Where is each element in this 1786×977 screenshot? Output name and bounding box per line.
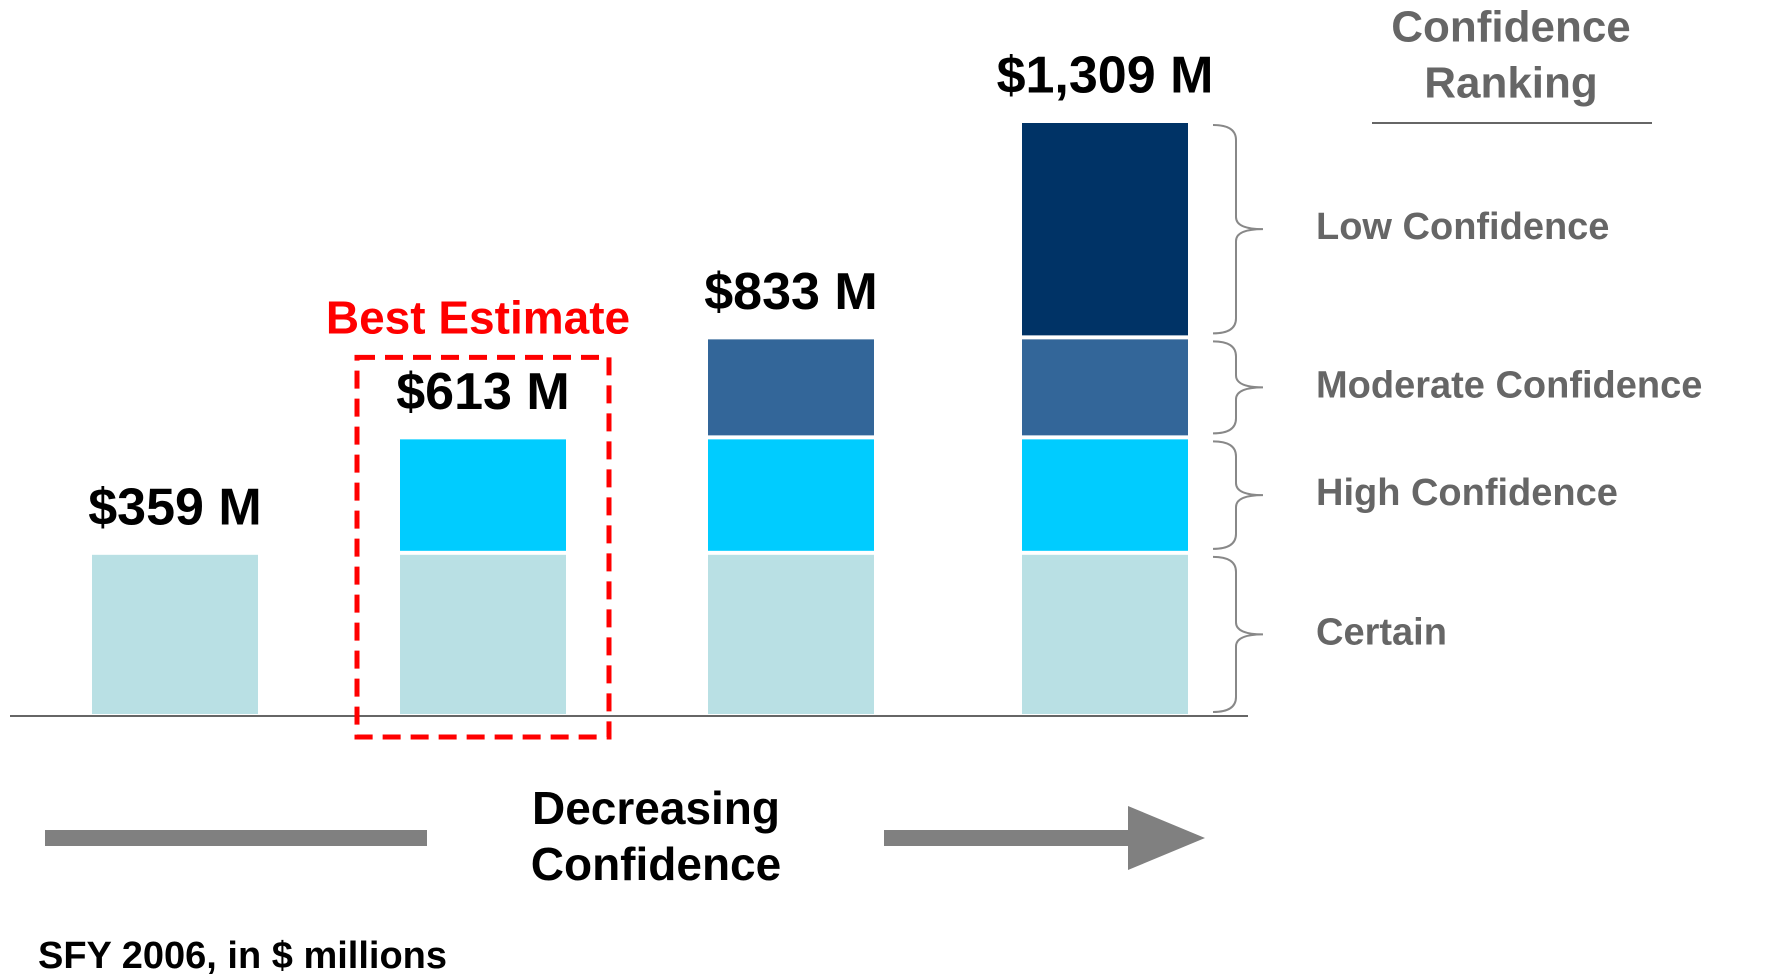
bar-segment xyxy=(1022,554,1188,714)
legend-title: Confidence xyxy=(1391,3,1631,52)
legend-entry: Certain xyxy=(1316,611,1447,653)
bar-segment xyxy=(708,439,874,551)
bar-segment xyxy=(1022,123,1188,336)
brace xyxy=(1212,124,1264,335)
total-label: $833 M xyxy=(704,263,877,321)
brace xyxy=(1212,340,1264,435)
arrow-tail xyxy=(45,830,427,846)
arrow-shaft xyxy=(884,830,1130,846)
total-label: $613 M xyxy=(396,363,569,421)
annotation: Best Estimate xyxy=(326,292,630,344)
total-label: $1,309 M xyxy=(997,47,1214,105)
legend-title: Ranking xyxy=(1424,59,1598,108)
brace xyxy=(1212,555,1264,713)
legend-entry: Low Confidence xyxy=(1316,206,1609,248)
bar-segment xyxy=(400,439,566,551)
x-label: Confidence xyxy=(531,838,781,890)
legend-entry: High Confidence xyxy=(1316,472,1618,514)
bar-segment xyxy=(1022,439,1188,551)
bar-segment xyxy=(708,339,874,436)
x-label: Decreasing xyxy=(532,782,780,834)
bar-segment xyxy=(400,554,566,714)
footnote: SFY 2006, in $ millions xyxy=(38,935,447,977)
bar-segment xyxy=(1022,339,1188,436)
arrow-head xyxy=(1128,806,1205,870)
bar-segment xyxy=(708,554,874,714)
brace xyxy=(1212,440,1264,550)
total-label: $359 M xyxy=(88,479,261,537)
highlight-box xyxy=(354,354,612,740)
bar-segment xyxy=(92,554,258,714)
legend-entry: Moderate Confidence xyxy=(1316,364,1702,406)
